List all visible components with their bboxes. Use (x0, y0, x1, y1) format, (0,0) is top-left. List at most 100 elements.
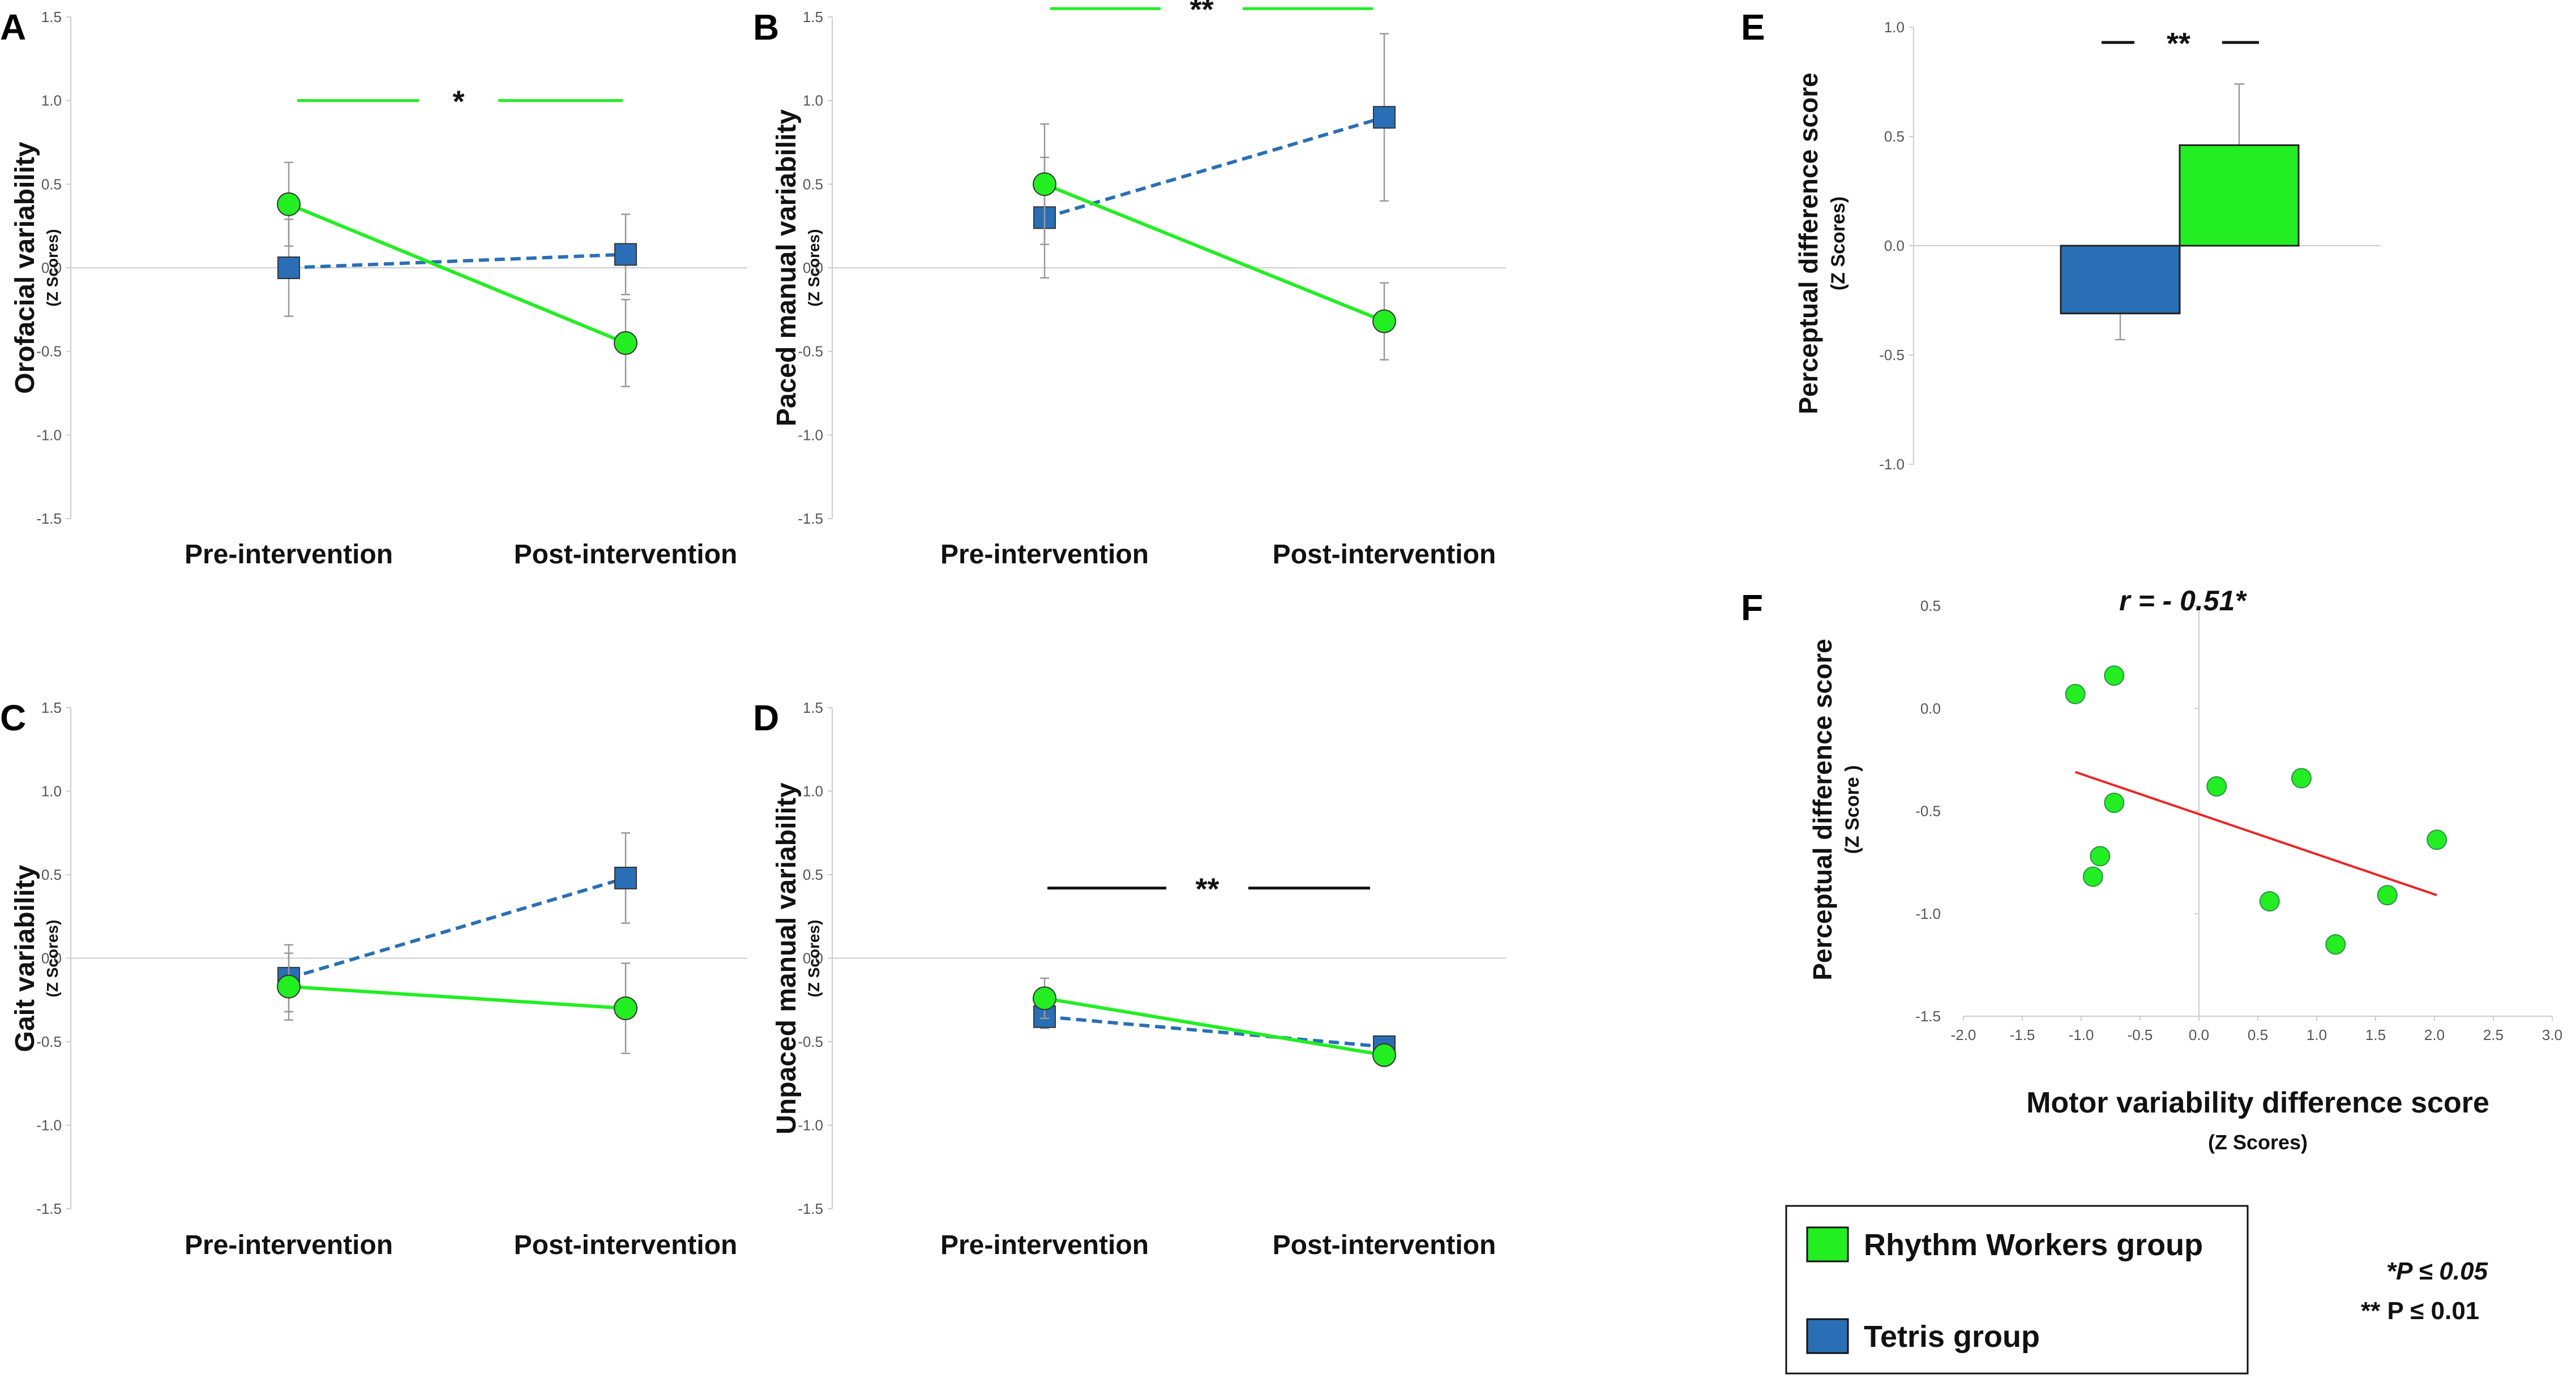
panel-f: F 0.5 0.0 -0.5 -1.0 -1.5 -2.0 -1.5 -1.0 -0.5 0.0 0.… (1741, 585, 2562, 1154)
legend-box (1785, 1205, 2249, 1375)
y-tick-label: 0.0 (1920, 700, 1941, 717)
correlation-annotation: r = - 0.51* (2119, 585, 2247, 617)
y-tick-label: 1.5 (803, 699, 823, 716)
x-category-label: Post-intervention (1273, 540, 1496, 570)
rhythm-series-line (1044, 996, 1385, 1057)
y-tick-label: -1.5 (1915, 1008, 1941, 1025)
scatter-point (2325, 934, 2346, 955)
y-axis-units: (Z Scores) (44, 920, 61, 998)
x-tick-label: -1.5 (2010, 1026, 2035, 1043)
regression-line (2074, 771, 2437, 897)
tetris-series-line (288, 253, 626, 269)
panel-d: D 1.5 1.0 0.5 0.0 -0.5 -1.0 -1.5 Unpaced manual … (753, 697, 1506, 1260)
x-tick-label: 2.5 (2483, 1026, 2504, 1043)
x-axis-units: (Z Scores) (2208, 1131, 2308, 1154)
y-tick-label: -1.0 (1915, 905, 1941, 922)
y-tick-label: 0.5 (41, 866, 62, 883)
y-tick-label: -0.5 (1915, 803, 1941, 820)
scatter-point (2259, 891, 2280, 911)
x-category-label: Pre-intervention (185, 540, 393, 570)
p-value-notes: *P ≤ 0.05 ** P ≤ 0.01 (2361, 1257, 2488, 1325)
significance-stars: ** (1195, 872, 1219, 906)
x-tick-label: -2.0 (1951, 1026, 1976, 1043)
x-axis-label: Motor variability difference score (2026, 1086, 2489, 1119)
scatter-point (2104, 665, 2125, 686)
panel-a: A 1.5 1.0 0.5 0.0 -0.5 -1.0 -1.5 Orofacial varia… (0, 7, 747, 570)
panel-e: E 1.0 0.5 0.0 -0.5 -1.0 Perceptual difference … (1741, 7, 2381, 473)
y-tick-label: -0.5 (36, 343, 62, 360)
y-axis-label: Gait variability (10, 865, 40, 1052)
y-tick-label: -0.5 (1879, 346, 1905, 363)
legend-label-tetris: Tetris group (1864, 1320, 2040, 1354)
rhythm-series-line (288, 202, 627, 345)
scatter-point (2291, 768, 2312, 789)
panel-letter-c: C (0, 697, 26, 738)
tetris-bar (2060, 245, 2181, 315)
y-axis-units: (Z Scores) (805, 229, 823, 307)
x-tick-label: -0.5 (2128, 1026, 2153, 1043)
x-category-label: Post-intervention (514, 540, 738, 570)
y-axis-label: Perceptual difference score (1794, 72, 1823, 414)
y-axis-label: Perceptual difference score (1808, 639, 1837, 980)
scatter-point (2206, 776, 2227, 797)
rhythm-point (277, 974, 301, 999)
significance-stars: * (452, 85, 464, 119)
y-tick-label: 0.0 (41, 950, 62, 967)
tetris-series-line (1044, 1015, 1385, 1049)
y-axis-units: (Z Scores) (805, 920, 823, 998)
y-tick-label: 0.5 (1920, 597, 1941, 614)
y-tick-label: -1.5 (36, 1200, 62, 1217)
panel-letter-b: B (753, 7, 779, 48)
y-tick-label: -0.5 (36, 1033, 62, 1050)
y-axis-label: Orofacial variability (10, 142, 40, 394)
y-tick-label: -0.5 (798, 343, 823, 360)
y-tick-label: 0.5 (803, 866, 823, 883)
y-tick-label: 1.5 (41, 8, 62, 25)
y-axis-units: (Z Scores) (1828, 196, 1849, 290)
y-tick-label: 0.0 (803, 950, 823, 967)
y-axis-label: Unpaced manual variability (772, 782, 802, 1135)
rhythm-point (614, 996, 637, 1020)
scatter-point (2082, 866, 2103, 887)
y-tick-label: -1.0 (798, 426, 823, 443)
x-tick-label: 0.0 (2189, 1026, 2209, 1043)
panel-c: C 1.5 1.0 0.5 0.0 -0.5 -1.0 -1.5 Gait variabilit… (0, 697, 747, 1260)
rhythm-series-line (288, 985, 626, 1010)
panel-letter-e: E (1741, 7, 1765, 48)
scatter-point (2065, 683, 2086, 704)
y-tick-label: -1.0 (798, 1117, 823, 1134)
rhythm-point (277, 192, 301, 216)
x-category-label: Post-intervention (514, 1230, 738, 1260)
tetris-point (277, 256, 300, 279)
rhythm-bar (2179, 144, 2300, 247)
y-tick-label: 0.5 (803, 176, 823, 192)
tetris-point (1373, 106, 1396, 129)
tetris-point (614, 866, 637, 889)
y-tick-label: -1.5 (36, 510, 62, 527)
x-tick-label: 1.5 (2365, 1026, 2386, 1043)
panel-letter-d: D (753, 697, 779, 738)
y-tick-label: 1.0 (41, 92, 62, 109)
panel-letter-f: F (1741, 587, 1763, 628)
x-tick-label: 0.5 (2248, 1026, 2268, 1043)
y-tick-label: 1.0 (41, 783, 62, 800)
legend-swatch-rhythm (1806, 1226, 1849, 1263)
y-tick-label: 1.5 (41, 699, 62, 716)
y-tick-label: -1.0 (1879, 456, 1905, 473)
legend: Rhythm Workers group Tetris group (1785, 1205, 2249, 1375)
y-tick-label: -1.0 (36, 1117, 62, 1134)
y-tick-label: 0.0 (1884, 237, 1905, 254)
panel-letter-a: A (0, 7, 26, 48)
tetris-series-line (1044, 115, 1385, 220)
rhythm-point (1033, 986, 1056, 1011)
scatter-point (2104, 793, 2125, 813)
tetris-point (614, 243, 637, 266)
y-tick-label: 0.5 (41, 176, 62, 192)
significance-stars: ** (1189, 0, 1213, 27)
scatter-point (2377, 885, 2398, 906)
x-category-label: Pre-intervention (940, 1230, 1149, 1260)
y-tick-label: -0.5 (798, 1033, 823, 1050)
y-tick-label: 1.0 (803, 783, 823, 800)
y-tick-label: 0.0 (41, 259, 62, 276)
